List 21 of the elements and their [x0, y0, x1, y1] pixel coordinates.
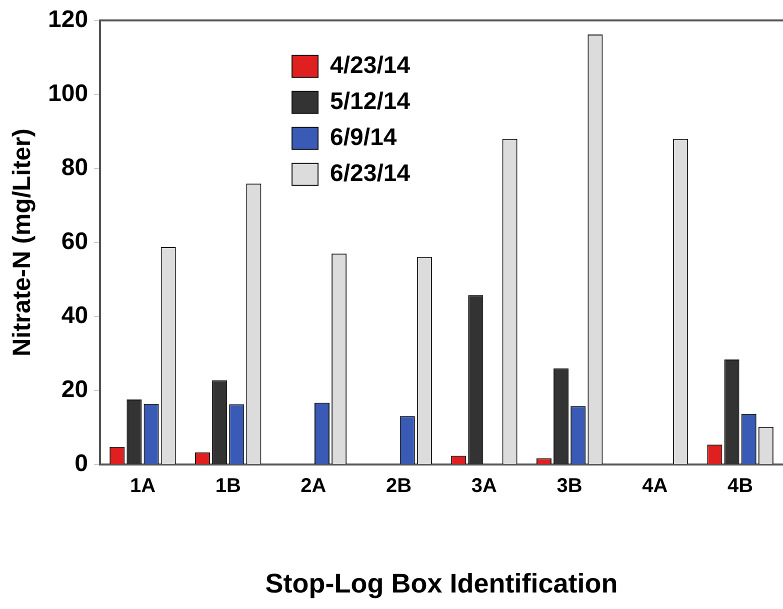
legend-label: 5/12/14 [330, 88, 411, 116]
x-tick-label: 2A [300, 475, 326, 498]
y-tick-label: 120 [48, 6, 88, 34]
y-tick-label: 60 [61, 228, 88, 256]
x-tick-label: 4A [642, 475, 668, 498]
x-tick-label: 2B [386, 475, 412, 498]
y-tick-label: 20 [61, 376, 88, 404]
legend-label: 6/23/14 [330, 160, 411, 188]
x-tick-label: 3B [556, 475, 582, 498]
y-tick-label: 80 [61, 154, 88, 182]
x-axis-title: Stop-Log Box Identification [265, 568, 618, 598]
x-tick-label: 1A [130, 475, 156, 498]
y-tick-label: 0 [74, 450, 88, 478]
legend-label: 6/9/14 [330, 124, 398, 152]
legend-label: 4/23/14 [330, 52, 411, 80]
x-tick-label: 3A [471, 475, 497, 498]
y-tick-label: 40 [61, 302, 88, 330]
x-tick-label: 4B [728, 475, 754, 498]
y-tick-label: 100 [48, 80, 88, 108]
y-axis-title: Nitrate-N (mg/Liter) [8, 128, 36, 356]
x-tick-label: 1B [215, 475, 241, 498]
